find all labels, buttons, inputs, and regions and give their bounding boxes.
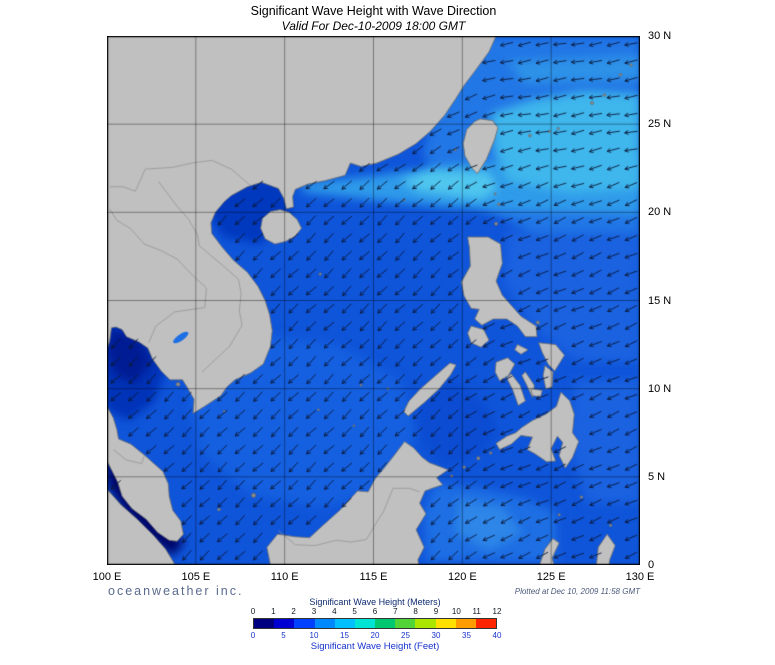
legend-feet-label: Significant Wave Height (Feet) xyxy=(310,641,440,652)
meters-tick: 6 xyxy=(372,607,378,616)
colorbar-segment xyxy=(475,619,497,628)
valid-time-subtitle: Valid For Dec-10-2009 18:00 GMT xyxy=(281,19,466,33)
lon-label: 105 E xyxy=(181,571,211,583)
feet-tick: 20 xyxy=(370,631,380,640)
lon-label: 125 E xyxy=(536,571,566,583)
meters-tick: 2 xyxy=(291,607,296,616)
plot-timestamp: Plotted at Dec 10, 2009 11:58 GMT xyxy=(514,587,640,596)
lat-label: 25 N xyxy=(648,118,672,131)
colorbar-segment xyxy=(435,619,456,628)
lat-label: 15 N xyxy=(648,294,672,307)
feet-tick: 40 xyxy=(492,631,502,640)
colorbar-segment xyxy=(415,619,436,628)
feet-tick: 5 xyxy=(281,631,286,640)
feet-tick: 10 xyxy=(309,631,319,640)
lon-label: 100 E xyxy=(92,571,122,583)
colorbar-segment xyxy=(375,619,396,628)
legend-meters-label: Significant Wave Height (Meters) xyxy=(309,597,441,607)
meters-tick: 1 xyxy=(271,607,276,616)
feet-tick: 35 xyxy=(462,631,471,640)
lat-label: 20 N xyxy=(648,206,672,219)
feet-tick: 0 xyxy=(250,631,256,640)
map-canvas xyxy=(107,36,640,565)
lat-label: 10 N xyxy=(648,382,672,395)
feet-tick: 25 xyxy=(401,631,410,640)
feet-tick: 15 xyxy=(340,631,349,640)
lon-label: 120 E xyxy=(447,571,477,583)
meters-tick: 7 xyxy=(393,607,398,616)
lon-label: 130 E xyxy=(625,571,655,583)
lon-label: 110 E xyxy=(270,571,299,583)
colorbar xyxy=(253,618,497,629)
lon-label: 115 E xyxy=(359,571,388,583)
meters-tick: 12 xyxy=(492,607,502,616)
meters-tick: 8 xyxy=(413,607,418,616)
oceanweather-logo: oceanweather inc. xyxy=(108,584,244,598)
meters-tick: 0 xyxy=(250,607,256,616)
feet-tick: 30 xyxy=(431,631,441,640)
meters-tick: 11 xyxy=(472,607,481,616)
colorbar-segment xyxy=(294,619,315,628)
colorbar-segment xyxy=(455,619,476,628)
colorbar-segment xyxy=(395,619,416,628)
colorbar-segment xyxy=(354,619,376,628)
meters-tick: 10 xyxy=(451,607,461,616)
colorbar-segment xyxy=(334,619,355,628)
colorbar-segment xyxy=(314,619,335,628)
page-title: Significant Wave Height with Wave Direct… xyxy=(250,4,497,18)
meters-tick: 5 xyxy=(352,607,357,616)
meters-tick: 9 xyxy=(433,607,439,616)
meters-tick: 3 xyxy=(311,607,317,616)
lat-label: 30 N xyxy=(648,30,672,42)
lat-label: 0 xyxy=(648,559,655,571)
lat-label: 5 N xyxy=(648,470,666,483)
colorbar-segment xyxy=(254,619,275,628)
colorbar-segment xyxy=(274,619,295,628)
meters-tick: 4 xyxy=(332,607,337,616)
